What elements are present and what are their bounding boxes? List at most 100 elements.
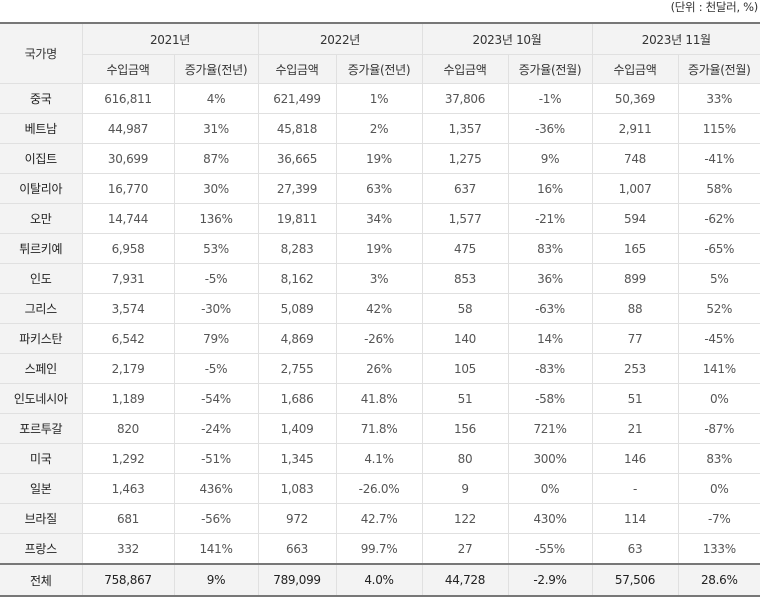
growth-rate-cell: 0% [507, 473, 593, 504]
growth-rate-cell: 300% [507, 443, 593, 474]
import-amount-cell: 253 [591, 353, 679, 384]
growth-rate-cell: -83% [507, 353, 593, 384]
country-cell: 포르투갈 [0, 413, 83, 444]
table-row: 중국 616,811 4% 621,499 1% 37,806 -1% 50,369 33% [0, 83, 760, 114]
growth-rate-cell: 99.7% [335, 533, 423, 565]
table-row: 이집트 30,699 87% 36,665 19% 1,275 9% 748 -41% [0, 143, 760, 174]
growth-rate-cell: 79% [173, 323, 259, 354]
growth-rate-cell: 19% [335, 143, 423, 174]
table-row: 포르투갈 820 -24% 1,409 71.8% 156 721% 21 -87% [0, 413, 760, 444]
growth-rate-cell: -51% [173, 443, 259, 474]
import-amount-cell: 9 [421, 473, 509, 504]
import-amount-cell: 681 [81, 503, 175, 534]
import-amount-cell: 1,463 [81, 473, 175, 504]
growth-rate-cell: 42.7% [335, 503, 423, 534]
growth-rate-cell: -26.0% [335, 473, 423, 504]
import-amount-cell: 6,542 [81, 323, 175, 354]
growth-rate-cell: 63% [335, 173, 423, 204]
sub-header: 증가율(전년) [173, 54, 259, 84]
import-amount-cell: 50,369 [591, 83, 679, 114]
import-amount-cell: 114 [591, 503, 679, 534]
country-cell: 중국 [0, 83, 83, 114]
period-header: 2021년 [81, 22, 259, 55]
growth-rate-cell: 36% [507, 263, 593, 294]
import-amount-cell: 105 [421, 353, 509, 384]
import-amount-cell: 594 [591, 203, 679, 234]
table-row: 프랑스 332 141% 663 99.7% 27 -55% 63 133% [0, 533, 760, 565]
import-amount-cell: 853 [421, 263, 509, 294]
growth-rate-cell: 5% [677, 263, 760, 294]
growth-rate-cell: -30% [173, 293, 259, 324]
growth-rate-cell: 16% [507, 173, 593, 204]
growth-rate-cell: -2.9% [507, 563, 593, 597]
import-amount-cell: 19,811 [257, 203, 337, 234]
import-amount-cell: 972 [257, 503, 337, 534]
import-amount-cell: 27,399 [257, 173, 337, 204]
growth-rate-cell: 4.1% [335, 443, 423, 474]
growth-rate-cell: -55% [507, 533, 593, 565]
growth-rate-cell: 33% [677, 83, 760, 114]
import-amount-cell: 27 [421, 533, 509, 565]
import-amount-cell: 1,083 [257, 473, 337, 504]
growth-rate-cell: 53% [173, 233, 259, 264]
growth-rate-cell: 31% [173, 113, 259, 144]
growth-rate-cell: -62% [677, 203, 760, 234]
import-amount-cell: 663 [257, 533, 337, 565]
growth-rate-cell: 0% [677, 383, 760, 414]
country-cell: 이탈리아 [0, 173, 83, 204]
growth-rate-cell: -36% [507, 113, 593, 144]
import-amount-cell: 1,189 [81, 383, 175, 414]
table-row: 베트남 44,987 31% 45,818 2% 1,357 -36% 2,911 115% [0, 113, 760, 144]
import-amount-cell: - [591, 473, 679, 504]
growth-rate-cell: 58% [677, 173, 760, 204]
table-row: 파키스탄 6,542 79% 4,869 -26% 140 14% 77 -45% [0, 323, 760, 354]
import-table: 국가명 2021년 2022년 2023년 10월 2023년 11월 수입금액… [0, 22, 760, 597]
import-amount-cell: 156 [421, 413, 509, 444]
growth-rate-cell: 87% [173, 143, 259, 174]
growth-rate-cell: -63% [507, 293, 593, 324]
growth-rate-cell: -65% [677, 233, 760, 264]
growth-rate-cell: 28.6% [677, 563, 760, 597]
growth-rate-cell: -5% [173, 353, 259, 384]
table-row: 인도 7,931 -5% 8,162 3% 853 36% 899 5% [0, 263, 760, 294]
import-amount-cell: 1,686 [257, 383, 337, 414]
sub-header: 증가율(전년) [335, 54, 423, 84]
growth-rate-cell: 9% [507, 143, 593, 174]
country-cell: 스페인 [0, 353, 83, 384]
growth-rate-cell: 34% [335, 203, 423, 234]
import-amount-cell: 88 [591, 293, 679, 324]
growth-rate-cell: -54% [173, 383, 259, 414]
import-amount-cell: 80 [421, 443, 509, 474]
sub-header: 수입금액 [257, 54, 337, 84]
growth-rate-cell: 115% [677, 113, 760, 144]
growth-rate-cell: -56% [173, 503, 259, 534]
import-amount-cell: 37,806 [421, 83, 509, 114]
import-amount-cell: 44,728 [421, 563, 509, 597]
import-amount-cell: 7,931 [81, 263, 175, 294]
country-header: 국가명 [0, 22, 83, 84]
country-cell: 그리스 [0, 293, 83, 324]
growth-rate-cell: 141% [677, 353, 760, 384]
period-header: 2023년 11월 [591, 22, 760, 55]
country-cell: 인도 [0, 263, 83, 294]
growth-rate-cell: 4.0% [335, 563, 423, 597]
import-amount-cell: 789,099 [257, 563, 337, 597]
growth-rate-cell: -45% [677, 323, 760, 354]
import-amount-cell: 51 [421, 383, 509, 414]
sub-header: 수입금액 [591, 54, 679, 84]
import-amount-cell: 1,357 [421, 113, 509, 144]
growth-rate-cell: 1% [335, 83, 423, 114]
growth-rate-cell: -21% [507, 203, 593, 234]
period-header: 2022년 [257, 22, 423, 55]
growth-rate-cell: 721% [507, 413, 593, 444]
import-amount-cell: 5,089 [257, 293, 337, 324]
import-amount-cell: 44,987 [81, 113, 175, 144]
import-amount-cell: 51 [591, 383, 679, 414]
import-amount-cell: 3,574 [81, 293, 175, 324]
growth-rate-cell: 71.8% [335, 413, 423, 444]
growth-rate-cell: -58% [507, 383, 593, 414]
table-row: 인도네시아 1,189 -54% 1,686 41.8% 51 -58% 51 0% [0, 383, 760, 414]
import-amount-cell: 165 [591, 233, 679, 264]
table-row: 브라질 681 -56% 972 42.7% 122 430% 114 -7% [0, 503, 760, 534]
period-header: 2023년 10월 [421, 22, 593, 55]
